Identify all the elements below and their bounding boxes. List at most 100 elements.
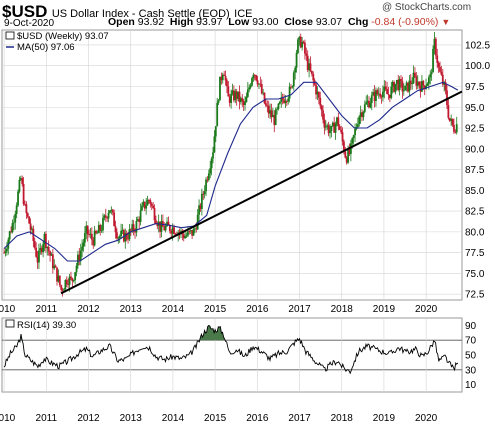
candle-body [170,231,173,234]
candle-body [82,242,85,247]
candle-body [132,224,135,232]
price-legend: $USD (Weekly) 93.07 MA(50) 97.06 [5,31,109,53]
rsi-line [3,324,459,375]
candle-body [455,124,458,133]
candle-body [53,265,56,269]
candle-body [331,122,334,127]
candle-body [429,74,432,78]
candle-body [351,138,354,144]
candle-body [107,212,110,219]
candle-body [180,230,182,233]
candle-body [214,126,217,137]
candle-body [217,100,220,103]
bottom-x-tick: 2017 [288,413,311,424]
candle-body [380,96,383,98]
candle-body [322,110,324,120]
candle-body [434,38,437,56]
candle-body [234,91,237,101]
price-x-tick: 2012 [77,304,100,315]
candle-body [259,83,262,85]
candle-body [451,118,454,125]
candle-body [171,227,174,234]
candle-body [166,221,168,226]
price-panel-frame [1,29,463,301]
candle-body [414,72,416,77]
candle-body [238,91,241,103]
candle-body [308,63,311,71]
candle-body [334,123,337,133]
candle-body [432,48,434,73]
credit-link[interactable]: @ StockCharts.com [382,2,472,13]
candle-body [343,141,345,152]
candle-body [239,98,242,103]
candle-body [10,231,12,233]
candle-body [412,72,415,84]
candle-body [60,285,63,290]
candle-body [292,72,295,87]
candle-body [106,217,109,219]
close-value: 93.07 [315,16,343,28]
candle-body [273,115,276,125]
candle-body [373,92,376,101]
candle-body [302,41,305,43]
candle-body [283,99,285,103]
candle-body [444,82,447,91]
rsi-y-tick: 70 [465,336,477,347]
price-y-tick: 102.5 [465,40,490,51]
candle-body [252,74,255,79]
candle-body [150,203,153,206]
candle-body [388,94,391,98]
candle-body [271,115,274,118]
candle-body [306,55,309,71]
candle-body [64,279,67,290]
candle-body [70,276,72,279]
candle-body [338,126,341,130]
candle-body [395,79,398,84]
price-y-tick: 90.0 [465,144,485,155]
candle-body [298,36,301,40]
ohlc-readout: Open 93.92 High 93.97 Low 93.00 Close 93… [108,16,450,28]
bottom-x-axis: 2010 2011 2012 2013 2014 2015 2016 2017 2018 2019… [0,413,438,424]
candle-body [354,128,356,136]
price-x-tick: 2019 [373,304,396,315]
candle-body [309,63,312,71]
candle-body [74,272,77,280]
candle-body [267,105,270,114]
candle-body [99,225,102,231]
candle-body [93,230,96,246]
price-x-tick: 2014 [162,304,185,315]
rsi-y-axis: 10 30 50 70 90 [465,321,477,391]
candle-body [135,220,138,233]
open-value: 93.92 [137,16,165,28]
candle-body [26,213,29,217]
candle-body [103,215,106,218]
title-text: US Dollar Index - Cash Settle (EOD) [51,8,230,20]
candle-body [317,92,320,98]
candle-body [415,76,418,86]
price-y-tick: 75.0 [465,269,485,280]
legend-swatch-price [5,31,15,40]
candle-body [192,229,195,236]
candle-body [341,132,344,142]
candle-body [372,92,375,96]
candle-body [242,101,245,105]
candle-body [21,178,24,184]
candle-body [336,117,338,124]
candle-body [78,254,81,261]
candle-body [22,183,25,205]
candle-body [121,230,124,231]
candle-body [349,143,352,154]
candle-body [232,90,235,101]
candle-body [196,214,199,230]
candle-body [255,75,258,81]
candle-body [35,247,38,257]
down-arrow-icon: ▼ [441,17,451,27]
candle-body [433,38,436,49]
candle-body [299,36,302,48]
candle-body [139,210,142,222]
candle-body [269,110,272,114]
candle-body [316,92,319,95]
candle-body [104,215,107,218]
candle-body [421,81,423,92]
candle-body [422,81,425,86]
